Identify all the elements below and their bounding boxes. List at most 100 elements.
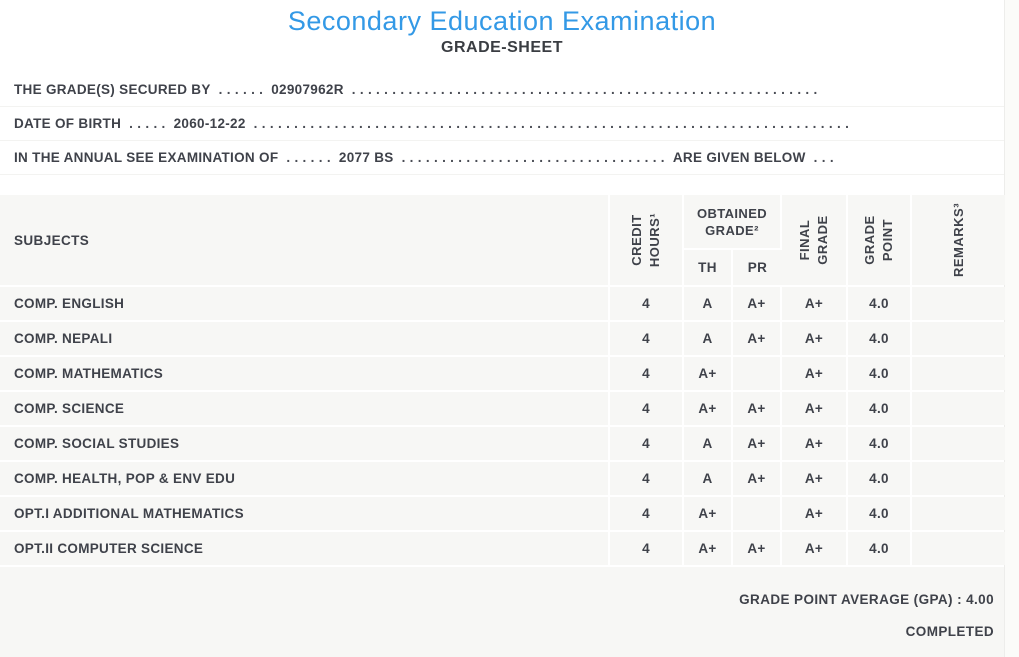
table-body: COMP. ENGLISH 4 A A+ A+ 4.0 COMP. NEPALI…: [0, 287, 1005, 567]
remarks-rotated-label: REMARKS³: [950, 203, 968, 277]
grade-point-cell: 4.0: [848, 497, 912, 530]
th-grade-cell: A: [684, 322, 733, 355]
credit-hours-cell: 4: [610, 392, 684, 425]
th-grade-cell: A+: [684, 497, 733, 530]
remarks-cell: [912, 427, 1005, 460]
remarks-cell: [912, 357, 1005, 390]
pr-grade-cell: A+: [733, 392, 782, 425]
pr-grade-cell: [733, 497, 782, 530]
final-grade-cell: A+: [782, 462, 848, 495]
remarks-cell: [912, 392, 1005, 425]
pr-grade-cell: A+: [733, 427, 782, 460]
pr-grade-cell: A+: [733, 322, 782, 355]
pr-grade-cell: [733, 357, 782, 390]
credit-hours-cell: 4: [610, 532, 684, 565]
column-header-pr: PR: [733, 250, 782, 285]
examination-of-label: IN THE ANNUAL SEE EXAMINATION OF: [14, 150, 279, 165]
completion-status: COMPLETED: [905, 624, 994, 639]
subject-cell: COMP. ENGLISH: [0, 287, 610, 320]
grade-point-rotated-label: GRADE POINT: [861, 215, 897, 264]
remarks-cell: [912, 532, 1005, 565]
final-grade-cell: A+: [782, 287, 848, 320]
credit-hours-cell: 4: [610, 462, 684, 495]
pr-grade-cell: A+: [733, 462, 782, 495]
header-section: Secondary Education Examination GRADE-SH…: [0, 0, 1004, 195]
final-grade-line1: FINAL: [797, 219, 812, 261]
column-header-remarks: REMARKS³: [912, 195, 1005, 285]
credit-hours-line1: CREDIT: [629, 214, 644, 266]
th-grade-cell: A+: [684, 532, 733, 565]
obtained-grade-line2: GRADE²: [705, 222, 759, 238]
info-lines: THE GRADE(S) SECURED BY . . . . . . 0290…: [0, 73, 1004, 175]
credit-hours-cell: 4: [610, 427, 684, 460]
subjects-header-label: SUBJECTS: [14, 232, 90, 248]
obtained-grade-subheaders: TH PR: [684, 250, 782, 285]
subject-cell: COMP. SOCIAL STUDIES: [0, 427, 610, 460]
subject-cell: COMP. NEPALI: [0, 322, 610, 355]
table-row: COMP. MATHEMATICS 4 A+ A+ 4.0: [0, 357, 1005, 392]
remarks-cell: [912, 322, 1005, 355]
symbol-number-value: 02907962R: [271, 82, 344, 97]
leader-dots: . . . . .: [129, 116, 166, 131]
grade-point-cell: 4.0: [848, 427, 912, 460]
grade-point-line1: GRADE: [862, 215, 877, 265]
table-row: OPT.II COMPUTER SCIENCE 4 A+ A+ A+ 4.0: [0, 532, 1005, 567]
examination-year-value: 2077 BS: [338, 150, 394, 165]
table-row: COMP. NEPALI 4 A A+ A+ 4.0: [0, 322, 1005, 357]
obtained-grade-group-label: OBTAINED GRADE²: [684, 195, 780, 250]
gpa-summary: GRADE POINT AVERAGE (GPA) : 4.00: [739, 592, 994, 607]
page-title: Secondary Education Examination: [287, 6, 717, 36]
final-grade-cell: A+: [782, 427, 848, 460]
final-grade-rotated-label: FINAL GRADE: [796, 215, 832, 264]
subject-cell: COMP. HEALTH, POP & ENV EDU: [0, 462, 610, 495]
grade-point-cell: 4.0: [848, 462, 912, 495]
final-grade-cell: A+: [782, 497, 848, 530]
th-grade-cell: A: [684, 427, 733, 460]
subject-cell: OPT.I ADDITIONAL MATHEMATICS: [0, 497, 610, 530]
final-grade-cell: A+: [782, 532, 848, 565]
th-grade-cell: A: [684, 462, 733, 495]
remarks-cell: [912, 287, 1005, 320]
th-grade-cell: A: [684, 287, 733, 320]
end-dots: . . .: [813, 150, 834, 165]
th-grade-cell: A+: [684, 357, 733, 390]
info-line-date-of-birth: DATE OF BIRTH . . . . . 2060-12-22 . . .…: [0, 107, 1004, 141]
remarks-cell: [912, 462, 1005, 495]
table-row: COMP. SOCIAL STUDIES 4 A A+ A+ 4.0: [0, 427, 1005, 462]
remarks-line1: REMARKS³: [950, 202, 966, 278]
credit-hours-line2: HOURS¹: [647, 212, 662, 268]
remarks-cell: [912, 497, 1005, 530]
final-grade-cell: A+: [782, 392, 848, 425]
credit-hours-cell: 4: [610, 497, 684, 530]
column-header-th: TH: [684, 250, 733, 285]
table-header-row: SUBJECTS CREDIT HOURS¹ OBTAINED GRADE² T…: [0, 195, 1005, 287]
grade-point-cell: 4.0: [848, 392, 912, 425]
credit-hours-cell: 4: [610, 322, 684, 355]
grade-point-line2: POINT: [880, 218, 895, 262]
final-grade-cell: A+: [782, 322, 848, 355]
info-line-secured-by: THE GRADE(S) SECURED BY . . . . . . 0290…: [0, 73, 1004, 107]
table-row: COMP. ENGLISH 4 A A+ A+ 4.0: [0, 287, 1005, 322]
are-given-below-label: ARE GIVEN BELOW: [672, 150, 806, 165]
grade-sheet-subtitle: GRADE-SHEET: [441, 39, 563, 56]
final-grade-cell: A+: [782, 357, 848, 390]
th-grade-cell: A+: [684, 392, 733, 425]
grade-point-cell: 4.0: [848, 322, 912, 355]
credit-hours-rotated-label: CREDIT HOURS¹: [628, 213, 664, 267]
trailer-dots: . . . . . . . . . . . . . . . . . . . . …: [351, 82, 818, 97]
column-header-final-grade: FINAL GRADE: [782, 195, 848, 285]
table-footer: GRADE POINT AVERAGE (GPA) : 4.00 COMPLET…: [0, 567, 1004, 657]
leader-dots: . . . . . .: [286, 150, 331, 165]
info-line-examination-of: IN THE ANNUAL SEE EXAMINATION OF . . . .…: [0, 141, 1004, 175]
credit-hours-cell: 4: [610, 357, 684, 390]
date-of-birth-label: DATE OF BIRTH: [14, 116, 122, 131]
pr-grade-cell: A+: [733, 532, 782, 565]
mid-dots: . . . . . . . . . . . . . . . . . . . . …: [401, 150, 665, 165]
subject-cell: OPT.II COMPUTER SCIENCE: [0, 532, 610, 565]
grade-point-cell: 4.0: [848, 287, 912, 320]
column-header-subjects: SUBJECTS: [0, 195, 610, 285]
secured-by-label: THE GRADE(S) SECURED BY: [14, 82, 211, 97]
column-header-credit-hours: CREDIT HOURS¹: [610, 195, 684, 285]
pr-grade-cell: A+: [733, 287, 782, 320]
